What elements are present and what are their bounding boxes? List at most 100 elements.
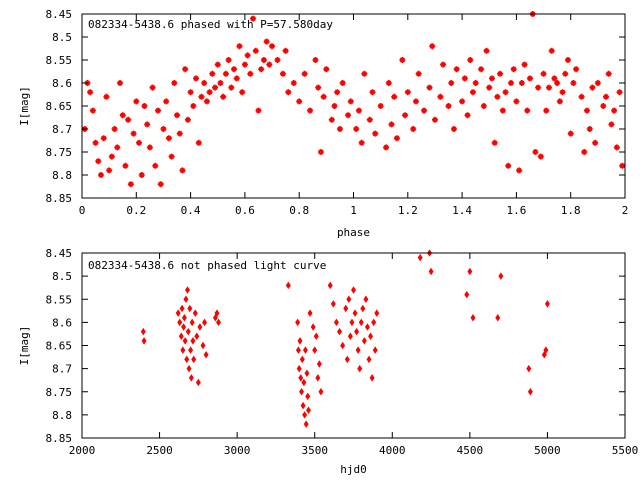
phased-data-point	[122, 162, 129, 169]
phased-data-point	[369, 89, 376, 96]
phased-data-point	[95, 158, 102, 165]
phased-data-point	[426, 84, 433, 91]
unphased-data-point	[177, 318, 183, 327]
phased-y-tick-label: 8.85	[46, 192, 73, 205]
unphased-data-point	[180, 346, 186, 354]
unphased-data-point	[358, 318, 364, 327]
unphased-data-point	[306, 406, 311, 414]
phased-data-point	[236, 43, 243, 50]
phased-data-point	[551, 75, 558, 82]
unphased-y-axis-label: I[mag]	[18, 326, 31, 366]
phased-data-point	[244, 52, 251, 59]
phased-x-tick-label: 1.8	[561, 204, 581, 217]
phased-chart-title: 082334-5438.6 phased with P=57.580day	[88, 18, 333, 31]
unphased-x-tick-label: 5500	[612, 444, 639, 457]
phased-x-tick-label: 0.2	[126, 204, 146, 217]
unphased-data-point	[366, 355, 372, 364]
unphased-data-point	[374, 309, 380, 317]
unphased-data-point	[212, 314, 218, 322]
phased-data-point	[483, 47, 490, 54]
phased-data-point	[521, 61, 528, 68]
unphased-light-curve-panel: 2000 2500 3000 3500 4000 4500 5000 5500 8.45 8.5 8…	[18, 247, 638, 476]
phased-data-point	[404, 89, 411, 96]
phased-data-point	[421, 107, 428, 114]
phased-data-point	[524, 107, 531, 114]
phased-data-point	[611, 107, 618, 114]
phased-data-point	[119, 112, 126, 119]
unphased-y-tick-label: 8.5	[52, 270, 72, 283]
unphased-data-point	[296, 364, 302, 373]
unphased-x-tick-label: 3500	[301, 444, 328, 457]
phased-data-point	[383, 144, 390, 151]
phased-data-point	[361, 70, 368, 77]
unphased-data-point	[298, 374, 304, 382]
phased-x-tick-label: 1.2	[398, 204, 418, 217]
unphased-data-point	[354, 327, 360, 336]
phased-data-point	[353, 126, 360, 132]
phased-data-point	[366, 116, 373, 123]
unphased-data-point	[216, 318, 222, 327]
unphased-data-point	[541, 351, 547, 359]
unphased-x-tick-label: 5000	[534, 444, 561, 457]
phased-data-point	[494, 93, 501, 100]
phased-data-point	[347, 98, 354, 105]
phased-data-point	[613, 144, 620, 151]
phased-data-point	[263, 38, 270, 45]
phased-data-point	[320, 93, 327, 100]
unphased-data-point	[498, 272, 504, 280]
phased-data-point	[255, 107, 262, 114]
phased-y-tick-label: 8.5	[52, 31, 72, 44]
unphased-data-point	[299, 355, 305, 364]
phased-y-tick-label: 8.6	[52, 77, 72, 90]
unphased-data-point	[527, 388, 533, 396]
phased-data-point	[586, 126, 593, 132]
phased-data-point	[328, 116, 335, 123]
phased-data-point	[282, 47, 289, 54]
phased-data-point	[429, 43, 436, 50]
unphased-plot-frame	[81, 252, 626, 439]
phased-data-point	[217, 80, 224, 86]
unphased-data-point	[191, 355, 197, 364]
phased-data-point	[220, 93, 227, 100]
phased-data-point	[201, 80, 208, 86]
unphased-data-point	[187, 304, 193, 313]
unphased-data-point	[333, 318, 339, 327]
unphased-y-tick-label: 8.55	[46, 293, 73, 306]
phased-data-point	[583, 107, 590, 114]
unphased-data-point	[185, 286, 190, 294]
phased-data-point	[111, 126, 118, 132]
unphased-data-point	[368, 332, 374, 340]
unphased-data-point	[203, 351, 209, 359]
phased-data-point	[567, 130, 574, 137]
unphased-data-point	[188, 374, 194, 382]
phased-data-point	[526, 75, 533, 82]
phased-data-point	[393, 135, 400, 142]
phased-data-point	[157, 181, 164, 188]
unphased-data-point	[188, 346, 194, 354]
phased-y-tick-label: 8.8	[52, 169, 72, 182]
unphased-data-point	[467, 267, 473, 276]
phased-data-point	[461, 75, 468, 82]
phased-data-point	[331, 103, 338, 109]
unphased-data-point	[310, 323, 316, 331]
phased-data-point	[117, 80, 124, 86]
phased-data-point	[307, 107, 314, 114]
phased-points	[81, 11, 626, 188]
phased-data-point	[168, 153, 175, 160]
phased-data-point	[532, 149, 539, 155]
phased-data-point	[165, 135, 172, 142]
phased-data-point	[241, 61, 248, 68]
phased-data-point	[130, 130, 137, 137]
phased-data-point	[100, 135, 107, 142]
phased-data-point	[518, 80, 525, 86]
phased-data-point	[269, 43, 276, 50]
phased-data-point	[317, 149, 324, 155]
unphased-data-point	[192, 309, 198, 317]
unphased-data-point	[360, 304, 366, 313]
unphased-data-point	[295, 346, 301, 354]
unphased-y-tick-label: 8.8	[52, 409, 72, 422]
phased-data-point	[540, 70, 547, 77]
phased-data-point	[312, 57, 319, 63]
phased-data-point	[250, 15, 257, 22]
unphased-data-point	[302, 411, 308, 419]
